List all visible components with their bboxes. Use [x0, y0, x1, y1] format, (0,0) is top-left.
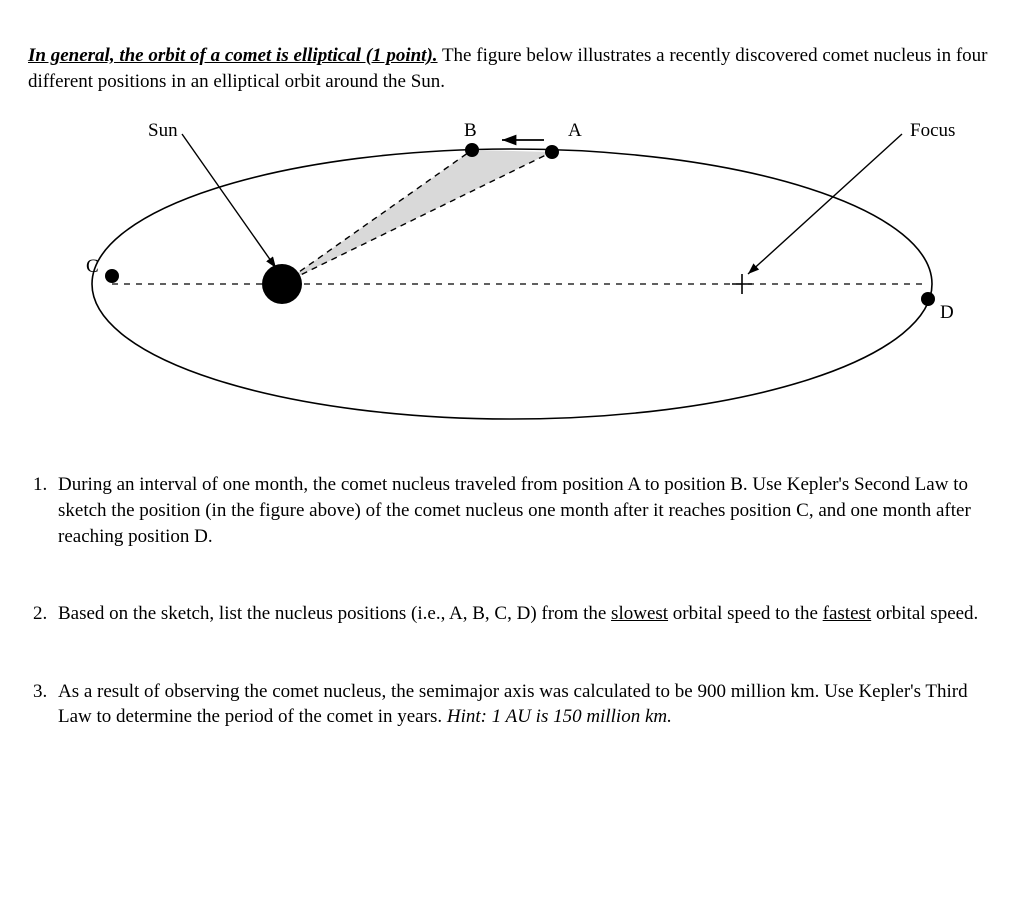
question-3: As a result of observing the comet nucle…: [52, 679, 996, 730]
question-2-mid: orbital speed to the: [668, 603, 823, 624]
label-b: B: [464, 120, 477, 141]
sun-body: [262, 264, 302, 304]
question-2-suffix: orbital speed.: [871, 603, 978, 624]
question-3-hint: Hint: 1 AU is 150 million km.: [447, 706, 672, 727]
point-a: [545, 145, 559, 159]
intro-paragraph: In general, the orbit of a comet is elli…: [28, 43, 996, 94]
question-2-fastest: fastest: [823, 603, 872, 624]
point-d: [921, 292, 935, 306]
question-1: During an interval of one month, the com…: [52, 472, 996, 549]
point-c: [105, 269, 119, 283]
label-d: D: [940, 302, 954, 323]
point-b: [465, 143, 479, 157]
orbit-diagram: Sun Focus A B C D: [52, 104, 972, 444]
callout-focus: [748, 134, 902, 274]
label-sun: Sun: [148, 120, 178, 141]
callout-sun: [182, 134, 276, 268]
question-2-slowest: slowest: [611, 603, 668, 624]
intro-lead: In general, the orbit of a comet is elli…: [28, 45, 438, 66]
figure-container: Sun Focus A B C D: [28, 104, 996, 444]
question-list: During an interval of one month, the com…: [52, 472, 996, 730]
label-c: C: [86, 256, 99, 277]
label-focus: Focus: [910, 120, 955, 141]
question-2: Based on the sketch, list the nucleus po…: [52, 601, 996, 627]
label-a: A: [568, 120, 582, 141]
question-2-prefix: Based on the sketch, list the nucleus po…: [58, 603, 611, 624]
question-1-text: During an interval of one month, the com…: [58, 474, 971, 546]
